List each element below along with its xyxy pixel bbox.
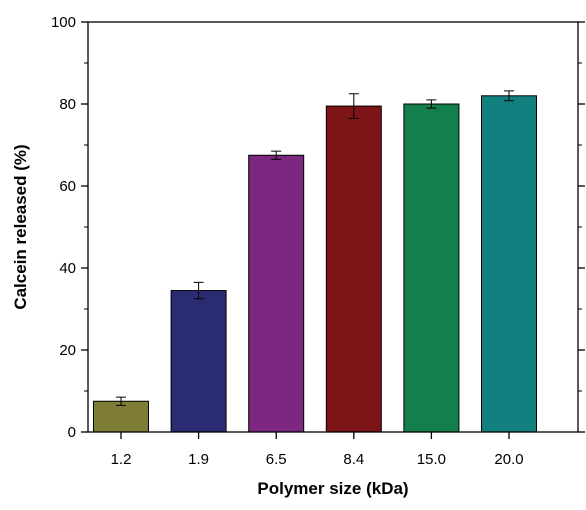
error-bar-20.0: [504, 90, 514, 102]
x-tick-label: 1.2: [111, 451, 132, 468]
y-tick-label: 100: [51, 14, 76, 31]
x-axis: 1.2 1.9 6.5 8.4 15.0 20.0: [111, 432, 524, 468]
bar-1.2: [93, 400, 149, 433]
x-axis-title: Polymer size (kDa): [257, 479, 408, 498]
error-bar-15.0: [426, 99, 437, 109]
bar-20.0: [481, 95, 537, 433]
y-tick-label: 40: [59, 260, 76, 277]
y-axis: 0 20 40 60 80 100: [51, 14, 585, 441]
error-bar-6.5: [271, 150, 282, 160]
x-tick-label: 6.5: [266, 451, 287, 468]
x-tick-label: 8.4: [343, 451, 364, 468]
x-tick-label: 15.0: [417, 451, 446, 468]
y-tick-label: 60: [59, 178, 76, 195]
error-bar-1.9: [193, 281, 204, 300]
y-tick-label: 0: [68, 424, 76, 441]
y-axis-title: Calcein released (%): [11, 144, 30, 309]
error-bar-1.2: [116, 396, 126, 406]
error-bars-group: [116, 90, 514, 406]
bar-15.0: [403, 103, 460, 433]
bar-6.5: [248, 154, 305, 433]
x-tick-label: 1.9: [188, 451, 209, 468]
y-tick-label: 20: [59, 342, 76, 359]
y-tick-label: 80: [59, 96, 76, 113]
x-tick-label: 20.0: [494, 451, 523, 468]
error-bar-8.4: [348, 93, 359, 119]
bar-1.9: [170, 290, 227, 433]
bars-group: [93, 95, 537, 433]
bar-8.4: [325, 105, 382, 433]
